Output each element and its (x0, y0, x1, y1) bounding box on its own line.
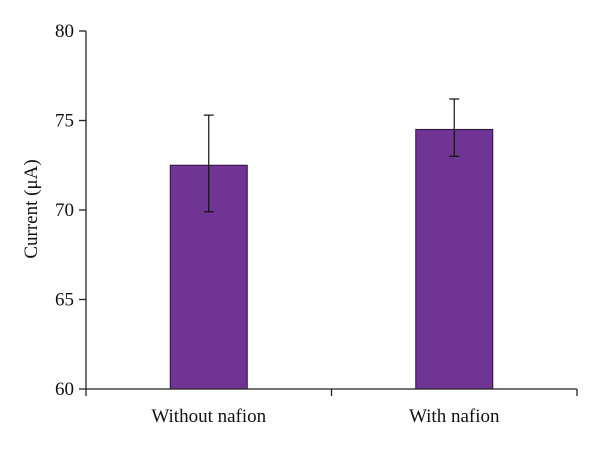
x-category-label: Without nafion (151, 406, 266, 427)
y-tick-label: 80 (55, 21, 74, 42)
y-tick-label: 75 (55, 111, 74, 132)
bar (415, 128, 494, 390)
error-bars-layer (203, 98, 460, 213)
y-tick-label: 65 (55, 290, 74, 311)
y-axis-label: Current (μA) (21, 159, 42, 258)
axes-layer (85, 31, 577, 390)
y-tick-label: 70 (55, 200, 74, 221)
y-ticks-layer: 60 65 70 75 80 (55, 21, 86, 400)
x-category-label: With nafion (409, 406, 500, 427)
bars-layer (169, 128, 494, 390)
y-tick-label: 60 (55, 379, 74, 400)
x-ticks-layer: Without nafion With nafion (85, 389, 578, 427)
